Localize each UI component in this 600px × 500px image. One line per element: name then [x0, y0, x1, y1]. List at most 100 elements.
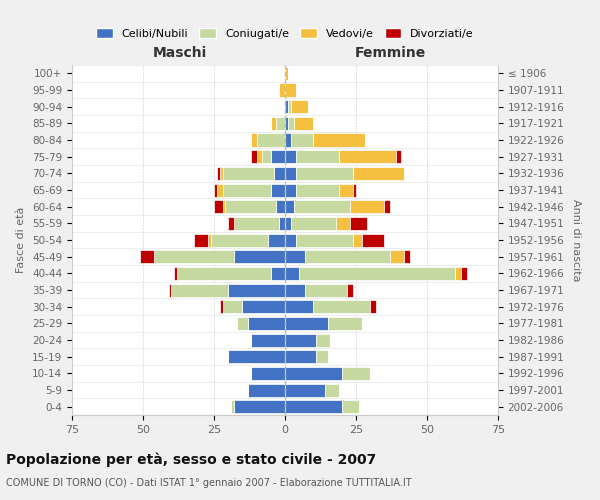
Bar	[285, 100, 288, 113]
Bar	[174, 267, 177, 280]
Bar	[214, 200, 223, 213]
Bar	[404, 250, 410, 263]
Bar	[353, 167, 404, 180]
Bar	[455, 267, 461, 280]
Bar	[290, 217, 336, 230]
Bar	[285, 400, 342, 413]
Bar	[362, 234, 385, 246]
Bar	[285, 84, 296, 96]
Bar	[339, 150, 396, 163]
Bar	[285, 317, 328, 330]
Bar	[277, 117, 285, 130]
Bar	[296, 150, 339, 163]
Bar	[271, 184, 285, 196]
Bar	[285, 184, 296, 196]
Text: COMUNE DI TORNO (CO) - Dati ISTAT 1° gennaio 2007 - Elaborazione TUTTITALIA.IT: COMUNE DI TORNO (CO) - Dati ISTAT 1° gen…	[6, 478, 412, 488]
Y-axis label: Anni di nascita: Anni di nascita	[571, 198, 581, 281]
Bar	[285, 134, 290, 146]
Bar	[316, 334, 331, 346]
Bar	[223, 300, 242, 313]
Text: Popolazione per età, sesso e stato civile - 2007: Popolazione per età, sesso e stato civil…	[6, 452, 376, 467]
Bar	[285, 300, 313, 313]
Bar	[305, 284, 347, 296]
Bar	[234, 217, 280, 230]
Bar	[172, 284, 228, 296]
Bar	[285, 234, 296, 246]
Bar	[237, 317, 248, 330]
Bar	[228, 284, 285, 296]
Bar	[328, 317, 362, 330]
Bar	[313, 300, 370, 313]
Bar	[285, 284, 305, 296]
Bar	[257, 150, 262, 163]
Bar	[285, 350, 316, 363]
Bar	[347, 284, 353, 296]
Bar	[285, 384, 325, 396]
Bar	[223, 184, 271, 196]
Bar	[226, 200, 277, 213]
Bar	[325, 384, 339, 396]
Bar	[208, 234, 211, 246]
Bar	[342, 367, 370, 380]
Bar	[280, 84, 285, 96]
Bar	[461, 267, 467, 280]
Bar	[231, 400, 234, 413]
Bar	[285, 267, 299, 280]
Bar	[217, 167, 220, 180]
Bar	[223, 200, 226, 213]
Bar	[169, 284, 172, 296]
Bar	[305, 250, 390, 263]
Bar	[396, 150, 401, 163]
Bar	[290, 134, 313, 146]
Bar	[353, 234, 362, 246]
Bar	[285, 250, 305, 263]
Bar	[285, 67, 288, 80]
Bar	[293, 117, 313, 130]
Bar	[280, 217, 285, 230]
Bar	[277, 200, 285, 213]
Bar	[228, 350, 285, 363]
Bar	[268, 234, 285, 246]
Bar	[234, 400, 285, 413]
Bar	[271, 150, 285, 163]
Bar	[285, 167, 296, 180]
Bar	[285, 117, 288, 130]
Bar	[194, 234, 208, 246]
Y-axis label: Fasce di età: Fasce di età	[16, 207, 26, 273]
Bar	[140, 250, 154, 263]
Bar	[177, 267, 271, 280]
Bar	[242, 300, 285, 313]
Bar	[342, 400, 359, 413]
Bar	[350, 217, 367, 230]
Bar	[234, 250, 285, 263]
Bar	[316, 350, 328, 363]
Bar	[220, 300, 223, 313]
Text: Femmine: Femmine	[355, 46, 426, 60]
Bar	[285, 334, 316, 346]
Bar	[299, 267, 455, 280]
Bar	[288, 117, 293, 130]
Bar	[385, 200, 390, 213]
Bar	[228, 217, 234, 230]
Bar	[251, 334, 285, 346]
Legend: Celibi/Nubili, Coniugati/e, Vedovi/e, Divorziati/e: Celibi/Nubili, Coniugati/e, Vedovi/e, Di…	[93, 25, 477, 42]
Bar	[296, 167, 353, 180]
Bar	[336, 217, 350, 230]
Bar	[262, 150, 271, 163]
Bar	[214, 184, 217, 196]
Bar	[313, 134, 365, 146]
Bar	[223, 167, 274, 180]
Bar	[293, 200, 350, 213]
Bar	[154, 250, 234, 263]
Bar	[248, 317, 285, 330]
Bar	[296, 234, 353, 246]
Bar	[217, 184, 223, 196]
Bar	[339, 184, 353, 196]
Bar	[285, 150, 296, 163]
Bar	[251, 134, 257, 146]
Bar	[290, 100, 308, 113]
Bar	[350, 200, 385, 213]
Text: Maschi: Maschi	[153, 46, 207, 60]
Bar	[296, 184, 339, 196]
Bar	[353, 184, 356, 196]
